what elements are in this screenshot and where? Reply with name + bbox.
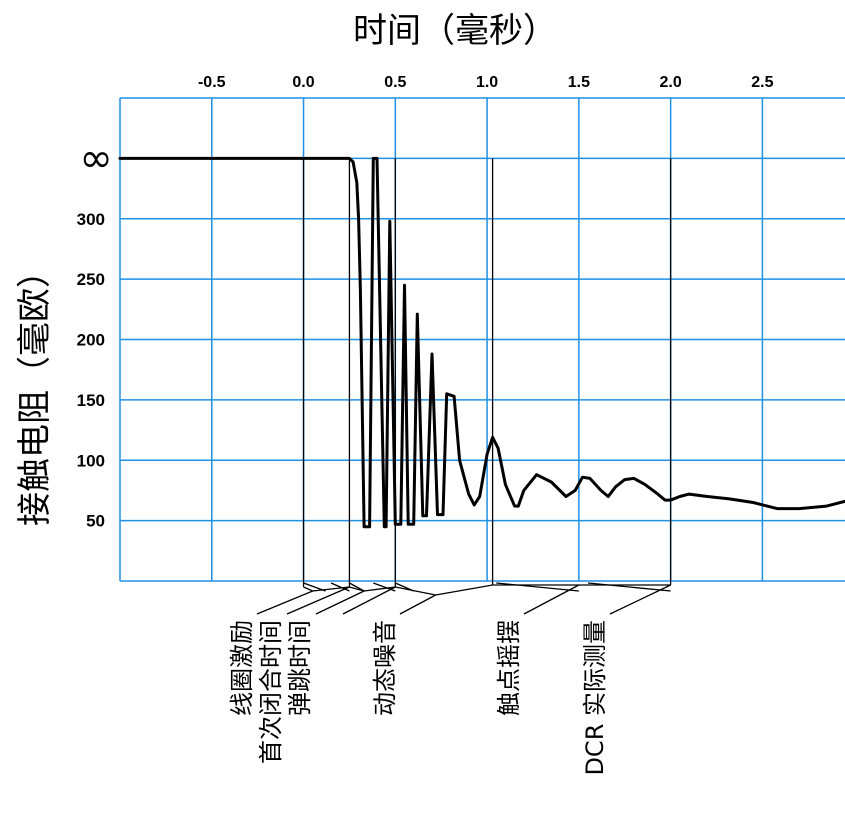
baseline-tick-1: [330, 582, 350, 592]
x-tick-label: 1.0: [476, 74, 498, 91]
phase-label: 弹跳时间: [286, 620, 314, 716]
baseline-tick-3: [373, 582, 396, 592]
tick-labels: -0.5 0.0 0.5 1.0 1.5 2.0 2.5 50 100 150 200 250 300: [77, 74, 774, 531]
x-tick-label: 2.5: [751, 74, 773, 91]
series-line-0: [118, 156, 845, 529]
y-tick-label: 200: [77, 331, 105, 350]
leader-line-1: [286, 586, 350, 615]
phase-label: 线圈激励: [228, 620, 256, 716]
x-tick-label: 0.0: [292, 74, 314, 91]
leader-line-4: [395, 586, 438, 615]
leader-line-5: [435, 584, 495, 596]
y-tick-label: 250: [77, 270, 105, 289]
leader-line-3: [342, 586, 396, 615]
infinity-tick-label: ∞: [79, 135, 112, 181]
grid: [119, 97, 845, 582]
y-tick-label: 100: [77, 451, 105, 470]
y-tick-label: 300: [77, 210, 105, 229]
x-tick-label: 2.0: [660, 74, 682, 91]
y-axis-title: 接触电阻（毫欧）: [15, 254, 55, 526]
y-tick-label: 150: [77, 391, 105, 410]
phase-label: 首次闭合时间: [257, 620, 285, 764]
phase-brackets: 线圈激励 首次闭合时间 弹跳时间 动态噪音 触点摇摆 DCR 实际测量: [228, 158, 672, 776]
baseline-tick-0: [303, 582, 326, 592]
x-tick-label: -0.5: [198, 74, 226, 91]
phase-label: 动态噪音: [371, 620, 399, 716]
leader-line-0: [256, 586, 315, 615]
series-layer: [118, 156, 845, 529]
baseline-tick-6: [587, 582, 671, 592]
baseline-tick-4: [395, 582, 414, 592]
x-tick-label: 0.5: [384, 74, 406, 91]
x-tick-label: 1.5: [568, 74, 590, 91]
phase-label: DCR 实际测量: [581, 620, 609, 776]
baseline-tick-5: [496, 582, 579, 592]
baseline-tick-2: [349, 582, 365, 592]
phase-label: 触点摇摆: [495, 620, 523, 716]
x-axis-title: 时间（毫秒）: [353, 11, 557, 51]
y-tick-label: 50: [86, 512, 105, 531]
